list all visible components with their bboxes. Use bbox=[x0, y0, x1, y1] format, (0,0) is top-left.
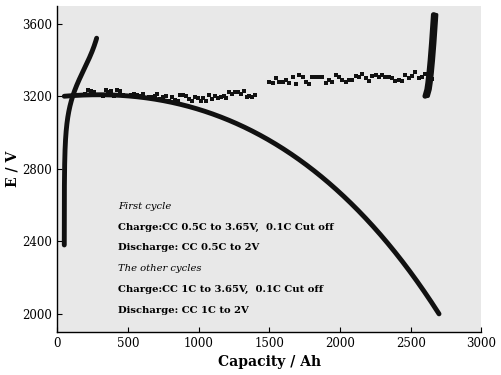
Text: Discharge: CC 1C to 2V: Discharge: CC 1C to 2V bbox=[118, 306, 248, 315]
Text: Discharge: CC 0.5C to 2V: Discharge: CC 0.5C to 2V bbox=[118, 243, 259, 252]
Text: First cycle: First cycle bbox=[118, 202, 171, 211]
Text: Charge:CC 1C to 3.65V,  0.1C Cut off: Charge:CC 1C to 3.65V, 0.1C Cut off bbox=[118, 285, 323, 294]
Text: Charge:CC 0.5C to 3.65V,  0.1C Cut off: Charge:CC 0.5C to 3.65V, 0.1C Cut off bbox=[118, 222, 333, 232]
Text: The other cycles: The other cycles bbox=[118, 264, 201, 273]
Y-axis label: E / V: E / V bbox=[6, 151, 20, 187]
X-axis label: Capacity / Ah: Capacity / Ah bbox=[217, 356, 320, 369]
